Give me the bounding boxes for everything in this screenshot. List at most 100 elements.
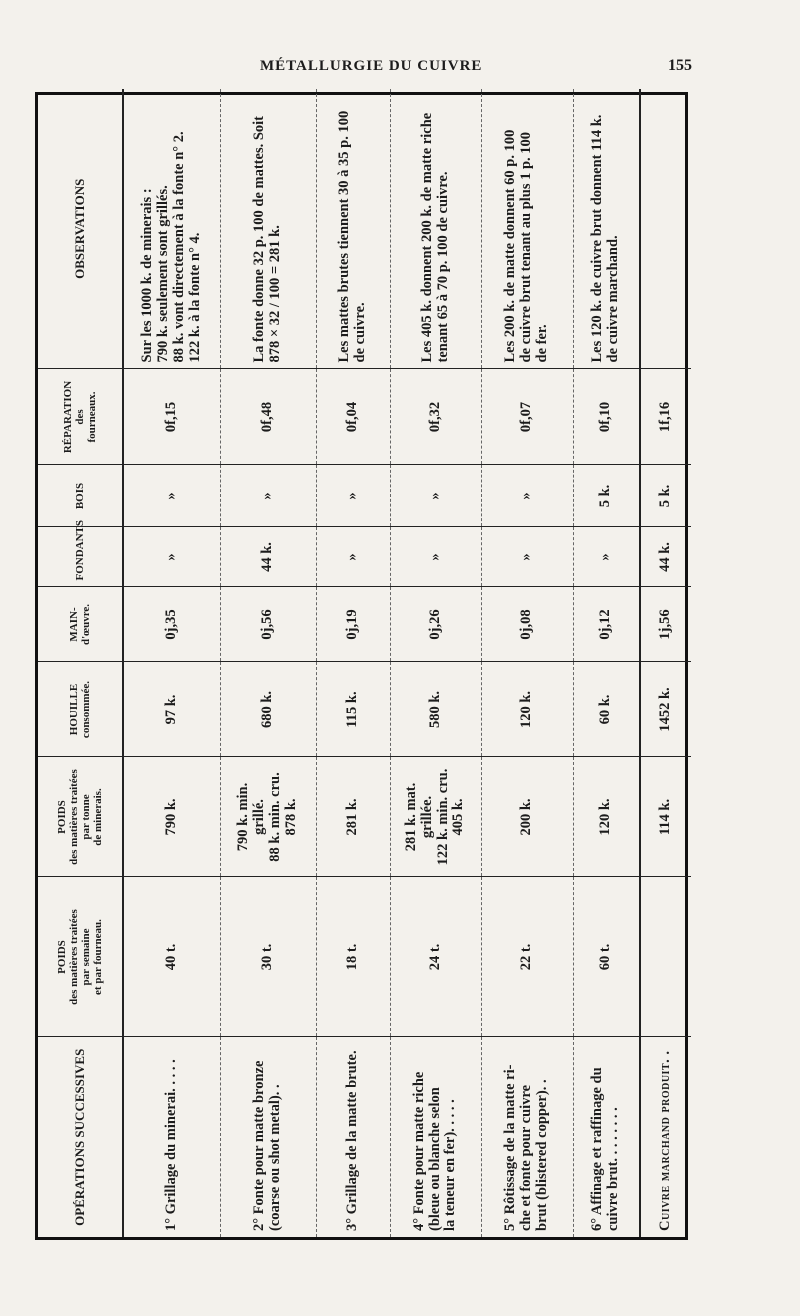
text-line: cuivre brut. . . . . . . . <box>605 1107 622 1231</box>
coal-cell: 60 k. <box>573 662 640 757</box>
week-weight-cell: 18 t. <box>316 877 390 1037</box>
text-line: 1° Grillage du minerai. . . . . <box>162 1059 179 1231</box>
text-line: de cuivre marchand. <box>605 235 622 363</box>
observations-cell: Les 120 k. de cuivre brut donnent 114 k.… <box>573 89 640 369</box>
text-line: 790 k. min. grillé. <box>235 782 268 852</box>
table-row: 1° Grillage du minerai. . . . . 40 t. 790 … <box>123 89 220 1237</box>
table-row: 5° Rôtissage de la matte ri-che et fonte… <box>481 89 573 1237</box>
text-line: 5° Rôtissage de la matte ri- <box>502 1064 519 1231</box>
coal-cell: 120 k. <box>481 662 573 757</box>
text-line: de fer. <box>533 324 550 363</box>
text-line: (bleue ou blanche selon <box>426 1087 443 1231</box>
header-observations: OBSERVATIONS <box>38 89 123 369</box>
fluxes-cell: » <box>481 527 573 587</box>
labor-cell: 0j,56 <box>220 587 316 662</box>
header-repair: RÉPARATION des fourneaux. <box>38 369 123 465</box>
repair-cell: 0f,32 <box>390 369 481 465</box>
text-line: brut (blistered copper). . <box>533 1079 550 1231</box>
fluxes-cell: » <box>390 527 481 587</box>
total-observations <box>640 89 691 369</box>
table-row: 2° Fonte pour matte bronze (coarse ou sho… <box>220 89 316 1237</box>
text-line: 878 × 32 / 100 = 281 k. <box>267 225 283 363</box>
text-line: 405 k. <box>450 798 467 836</box>
header-operations: OPÉRATIONS SUCCESSIVES <box>38 1037 123 1237</box>
operation-cell: 5° Rôtissage de la matte ri-che et fonte… <box>481 1037 573 1237</box>
text-line: 88 k. min. cru. <box>267 772 283 862</box>
header-coal: HOUILLE consommée. <box>38 662 123 757</box>
total-coal: 1452 k. <box>640 662 691 757</box>
wood-cell: » <box>316 465 390 527</box>
labor-cell: 0j,26 <box>390 587 481 662</box>
fluxes-cell: » <box>316 527 390 587</box>
text-line: 88 k. vont directement à la fonte n° 2. <box>170 131 187 363</box>
text-line: 122 k. min. cru. <box>434 768 451 866</box>
week-weight-cell: 40 t. <box>123 877 220 1037</box>
ton-weight-cell: 120 k. <box>573 757 640 877</box>
total-labor: 1j,56 <box>640 587 691 662</box>
total-row: Cuivre marchand produit. . 114 k. 1452 k… <box>640 89 691 1237</box>
text-line: de cuivre. <box>352 302 368 363</box>
operation-cell: 1° Grillage du minerai. . . . . <box>123 1037 220 1237</box>
labor-cell: 0j,08 <box>481 587 573 662</box>
text-line: 281 k. <box>344 798 361 836</box>
text-line: La fonte donne 32 p. 100 de mattes. Soit <box>251 115 268 363</box>
text-line: 790 k. seulement sont grillés. <box>154 185 171 363</box>
week-weight-cell: 60 t. <box>573 877 640 1037</box>
coal-cell: 680 k. <box>220 662 316 757</box>
text-line: 120 k. <box>597 798 614 836</box>
operation-cell: 4° Fonte pour matte riche (bleue ou blanc… <box>390 1037 481 1237</box>
header-fluxes: FONDANTS <box>38 520 123 587</box>
text-line: Les mattes brutes tiennent 30 à 35 p. 10… <box>336 110 353 363</box>
text-line: 200 k. <box>518 798 535 836</box>
text-line: 6° Affinage et raffinage du <box>589 1067 606 1231</box>
observations-cell: Les mattes brutes tiennent 30 à 35 p. 10… <box>316 89 390 369</box>
text-line: 281 k. mat. grillée. <box>402 782 435 852</box>
operation-cell: 6° Affinage et raffinage du cuivre brut. … <box>573 1037 640 1237</box>
header-weight-ton: POIDS des matières traitées par tonne de mi… <box>38 757 123 877</box>
fluxes-cell: » <box>573 527 640 587</box>
fluxes-cell: » <box>123 527 220 587</box>
repair-cell: 0f,10 <box>573 369 640 465</box>
operation-cell: 2° Fonte pour matte bronze (coarse ou sho… <box>220 1037 316 1237</box>
labor-cell: 0j,12 <box>573 587 640 662</box>
running-head: MÉTALLURGIE DU CUIVRE 155 <box>0 57 800 82</box>
operation-cell: 3° Grillage de la matte brute. <box>316 1037 390 1237</box>
total-ton: 114 k. <box>640 757 691 877</box>
table-row: 6° Affinage et raffinage du cuivre brut. … <box>573 89 640 1237</box>
coal-cell: 580 k. <box>390 662 481 757</box>
week-weight-cell: 22 t. <box>481 877 573 1037</box>
text-line: 790 k. <box>162 798 179 836</box>
ton-weight-cell: 281 k. <box>316 757 390 877</box>
repair-cell: 0f,07 <box>481 369 573 465</box>
text-line: de cuivre brut tenant au plus 1 p. 100 <box>518 131 535 363</box>
week-weight-cell: 30 t. <box>220 877 316 1037</box>
wood-cell: » <box>220 465 316 527</box>
observations-cell: Les 405 k. donnent 200 k. de matte riche… <box>390 89 481 369</box>
text-line: Les 405 k. donnent 200 k. de matte riche <box>418 112 435 363</box>
header-weight-week: POIDS des matières traitées par semaine et … <box>38 877 123 1037</box>
text-line: 2° Fonte pour matte bronze <box>251 1060 268 1231</box>
fluxes-cell: 44 k. <box>220 527 316 587</box>
table-row: 4° Fonte pour matte riche (bleue ou blanc… <box>390 89 481 1237</box>
header-labor: MAIN-d'œuvre. <box>38 587 123 662</box>
table-row: 3° Grillage de la matte brute. 18 t. 281 k… <box>316 89 390 1237</box>
text-line: che et fonte pour cuivre <box>518 1084 535 1231</box>
text-line: tenant 65 à 70 p. 100 de cuivre. <box>434 171 451 363</box>
operations-table: OPÉRATIONS SUCCESSIVES POIDS des matières… <box>35 89 691 1240</box>
text-line: Les 200 k. de matte donnent 60 p. 100 <box>502 129 519 363</box>
total-repair: 1f,16 <box>640 369 691 465</box>
total-fluxes: 44 k. <box>640 527 691 587</box>
total-wood: 5 k. <box>640 465 691 527</box>
labor-cell: 0j,35 <box>123 587 220 662</box>
text-line: 4° Fonte pour matte riche <box>410 1071 427 1231</box>
wood-cell: » <box>390 465 481 527</box>
wood-cell: 5 k. <box>573 465 640 527</box>
ton-weight-cell: 790 k. min. grillé. 88 k. min. cru. 878 k. <box>220 757 316 877</box>
repair-cell: 0f,15 <box>123 369 220 465</box>
week-weight-cell: 24 t. <box>390 877 481 1037</box>
running-title: MÉTALLURGIE DU CUIVRE <box>260 58 483 74</box>
total-label: Cuivre marchand produit. . <box>640 1037 691 1237</box>
page-number: 155 <box>668 57 692 74</box>
repair-cell: 0f,48 <box>220 369 316 465</box>
ton-weight-cell: 281 k. mat. grillée. 122 k. min. cru. 405 … <box>390 757 481 877</box>
